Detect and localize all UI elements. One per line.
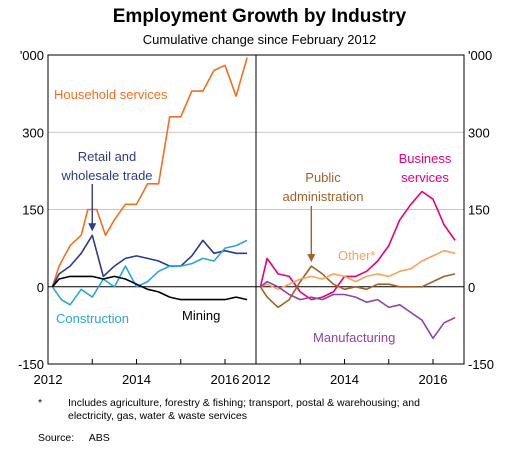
series-label-other: Other*: [338, 248, 376, 263]
series-label-retail-line2: wholesale trade: [60, 168, 152, 183]
x-tick-label-left: 2014: [122, 372, 151, 387]
y-tick-label-right: -150: [468, 357, 494, 372]
source-line: Source: ABS: [38, 432, 110, 444]
footnote-text: Includes agriculture, forestry & fishing…: [68, 397, 420, 422]
series-label-public-line2: administration: [283, 189, 364, 204]
series-label-business-line2: services: [401, 170, 449, 185]
chart-subtitle: Cumulative change since February 2012: [142, 32, 377, 47]
series-line-public: [259, 265, 456, 309]
arrow-public-head: [307, 254, 316, 263]
series-line-other: [260, 249, 456, 291]
series-label-household-services: Household services: [54, 87, 168, 102]
series-line-retail: [51, 234, 248, 288]
series-label-public-line1: Public: [305, 170, 341, 185]
y-unit-label-right: '000: [468, 48, 492, 63]
x-tick-label-right: 2016: [419, 372, 448, 387]
y-tick-label-left: 300: [22, 125, 44, 140]
series-label-mining: Mining: [182, 308, 220, 323]
y-tick-label-right: 0: [468, 280, 475, 295]
x-tick-label-left: 2016: [211, 372, 240, 387]
y-tick-label-left: 150: [22, 203, 44, 218]
series-line-mining: [51, 275, 248, 301]
series-label-construction: Construction: [56, 311, 129, 326]
series-line-business: [259, 190, 456, 301]
y-tick-label-right: 300: [468, 125, 490, 140]
footnote-mark: *: [38, 397, 43, 409]
x-tick-label-left: 2012: [34, 372, 63, 387]
source-value: ABS: [88, 432, 110, 444]
footnote: * Includes agriculture, forestry & fishi…: [38, 397, 428, 423]
chart-title: Employment Growth by Industry: [112, 6, 407, 27]
x-tick-label-right: 2012: [242, 372, 271, 387]
x-tick-label-right: 2014: [330, 372, 359, 387]
series-line-household: [51, 57, 248, 288]
y-tick-label-right: 150: [468, 203, 490, 218]
arrow-retail-head: [88, 223, 97, 232]
series-label-business-line1: Business: [399, 151, 452, 166]
source-label: Source:: [38, 432, 75, 444]
y-unit-label-left: '000: [20, 48, 44, 63]
y-tick-label-left: 0: [37, 280, 44, 295]
y-tick-label-left: -150: [18, 357, 44, 372]
series-line-construction: [51, 239, 248, 306]
series-label-manufacturing: Manufacturing: [313, 330, 395, 345]
series-line-manufacturing: [259, 280, 456, 340]
series-label-retail-line1: Retail and: [78, 149, 137, 164]
